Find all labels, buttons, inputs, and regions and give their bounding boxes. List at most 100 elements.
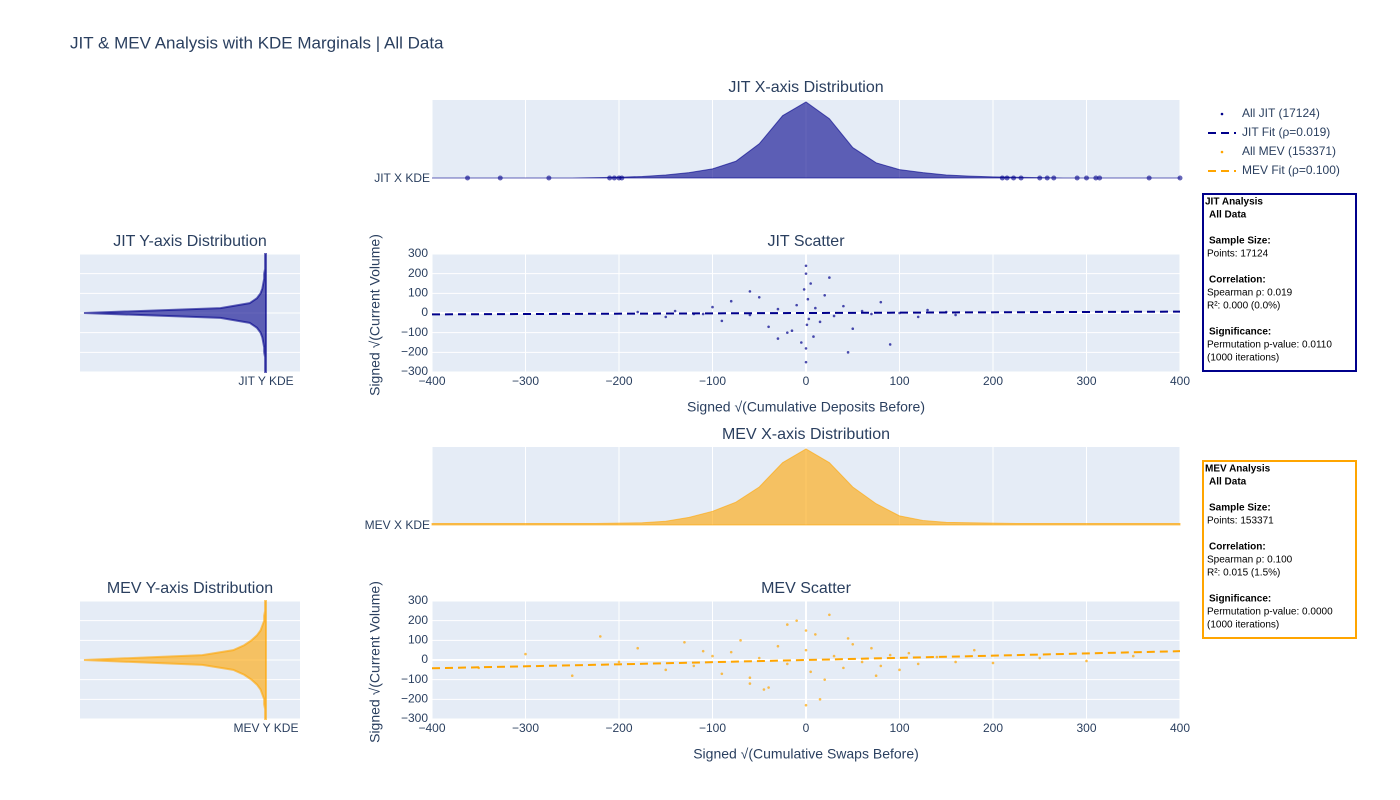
scatter-point <box>823 678 826 681</box>
scatter-point <box>804 272 808 275</box>
annotation-text: R²: 0.015 (1.5%) <box>1207 568 1280 579</box>
scatter-point <box>786 331 789 334</box>
kde-area <box>83 600 267 720</box>
scatter-point <box>767 686 770 689</box>
legend-label: MEV Fit (ρ=0.100) <box>1242 163 1340 177</box>
scatter-point <box>954 313 957 317</box>
y-tick-label: 0 <box>421 652 428 666</box>
x-axis-title: Signed √(Cumulative Deposits Before) <box>687 399 925 415</box>
y-axis-title: Signed √(Current Volume) <box>367 581 383 743</box>
scatter-point <box>636 646 639 650</box>
outlier-point <box>1018 175 1024 181</box>
scatter-point <box>804 629 808 632</box>
outlier-point <box>1074 175 1080 181</box>
scatter-point <box>1038 656 1042 660</box>
scatter-point <box>739 639 742 642</box>
scatter-point <box>767 325 770 329</box>
scatter-point <box>711 305 714 309</box>
y-tick-label: −300 <box>401 364 428 378</box>
scatter-point <box>1085 659 1088 663</box>
x-tick-label: 300 <box>1076 721 1096 735</box>
annotation-text: JIT Analysis <box>1205 197 1263 208</box>
scatter-point <box>800 341 803 344</box>
x-tick-label: −400 <box>418 374 445 388</box>
scatter-point <box>832 314 836 318</box>
annotation-text: Permutation p-value: 0.0110 <box>1207 340 1332 351</box>
kde-area <box>83 253 267 373</box>
scatter-point <box>683 641 686 644</box>
outlier-point <box>607 175 613 181</box>
annotation-text: Correlation: <box>1209 275 1266 286</box>
scatter-point <box>570 674 574 678</box>
scatter-point <box>748 676 752 679</box>
scatter-point <box>812 335 815 338</box>
outlier-point <box>1004 175 1010 181</box>
annotation-text: All Data <box>1209 477 1247 488</box>
scatter-point <box>991 661 995 665</box>
scatter-point <box>888 653 892 657</box>
scatter-point <box>828 613 831 617</box>
outlier-point <box>1084 175 1089 181</box>
x-tick-label: 300 <box>1076 374 1096 388</box>
legend-label: All MEV (153371) <box>1242 144 1336 158</box>
scatter-point <box>776 644 780 648</box>
scatter-point <box>701 649 705 653</box>
scatter-point <box>804 360 808 364</box>
kde-label: JIT Y KDE <box>238 374 293 388</box>
annotation-text: (1000 iterations) <box>1207 620 1279 631</box>
outlier-point <box>619 175 625 181</box>
annotation-box <box>1202 193 1357 372</box>
scatter-point <box>828 276 831 279</box>
outlier-point <box>999 175 1005 181</box>
y-tick-label: −100 <box>401 672 428 686</box>
scatter-point <box>1131 654 1135 658</box>
y-tick-label: 300 <box>408 593 428 607</box>
scatter-point <box>664 668 668 672</box>
x-tick-label: 0 <box>803 721 810 735</box>
scatter-point <box>860 660 864 664</box>
legend-label: All JIT (17124) <box>1242 106 1320 120</box>
scatter-point <box>729 299 733 303</box>
scatter-point <box>806 297 810 301</box>
x-tick-label: 100 <box>889 721 909 735</box>
scatter-point <box>935 655 939 659</box>
annotation-text: Permutation p-value: 0.0000 <box>1207 607 1333 618</box>
scatter-point <box>673 309 677 313</box>
subplot-title: MEV Y-axis Distribution <box>107 580 273 597</box>
kde-area <box>431 448 1181 526</box>
y-tick-label: 300 <box>408 246 428 260</box>
x-tick-label: 200 <box>983 721 1003 735</box>
scatter-point <box>807 317 811 321</box>
y-axis-title: Signed √(Current Volume) <box>367 234 383 396</box>
scatter-point <box>804 347 808 350</box>
scatter-point <box>842 304 845 308</box>
outlier-point <box>546 175 552 181</box>
scatter-point <box>888 343 892 346</box>
annotation-text: Sample Size: <box>1209 236 1271 247</box>
scatter-point <box>814 633 817 636</box>
annotation-text: Correlation: <box>1209 542 1266 553</box>
y-tick-label: −300 <box>401 711 428 725</box>
outlier-point <box>497 175 503 181</box>
scatter-point <box>692 664 696 668</box>
subplot-title: JIT X-axis Distribution <box>728 79 883 96</box>
scatter-point <box>916 662 920 666</box>
scatter-point <box>636 310 639 314</box>
fit-line <box>431 650 1181 670</box>
scatter-point <box>823 294 826 297</box>
scatter-point <box>809 282 812 285</box>
outlier-point <box>1011 175 1017 181</box>
scatter-point <box>851 642 855 646</box>
y-tick-label: 0 <box>421 305 428 319</box>
scatter-point <box>748 313 752 317</box>
x-tick-label: 0 <box>803 374 810 388</box>
scatter-point <box>786 623 789 626</box>
scatter-point <box>748 290 752 293</box>
x-tick-label: 200 <box>983 374 1003 388</box>
x-tick-label: −300 <box>512 374 539 388</box>
annotation-text: MEV Analysis <box>1205 464 1271 475</box>
annotation-text: Points: 17124 <box>1207 249 1269 260</box>
scatter-point <box>617 660 621 664</box>
fit-line <box>431 310 1181 316</box>
scatter-point <box>786 662 789 666</box>
